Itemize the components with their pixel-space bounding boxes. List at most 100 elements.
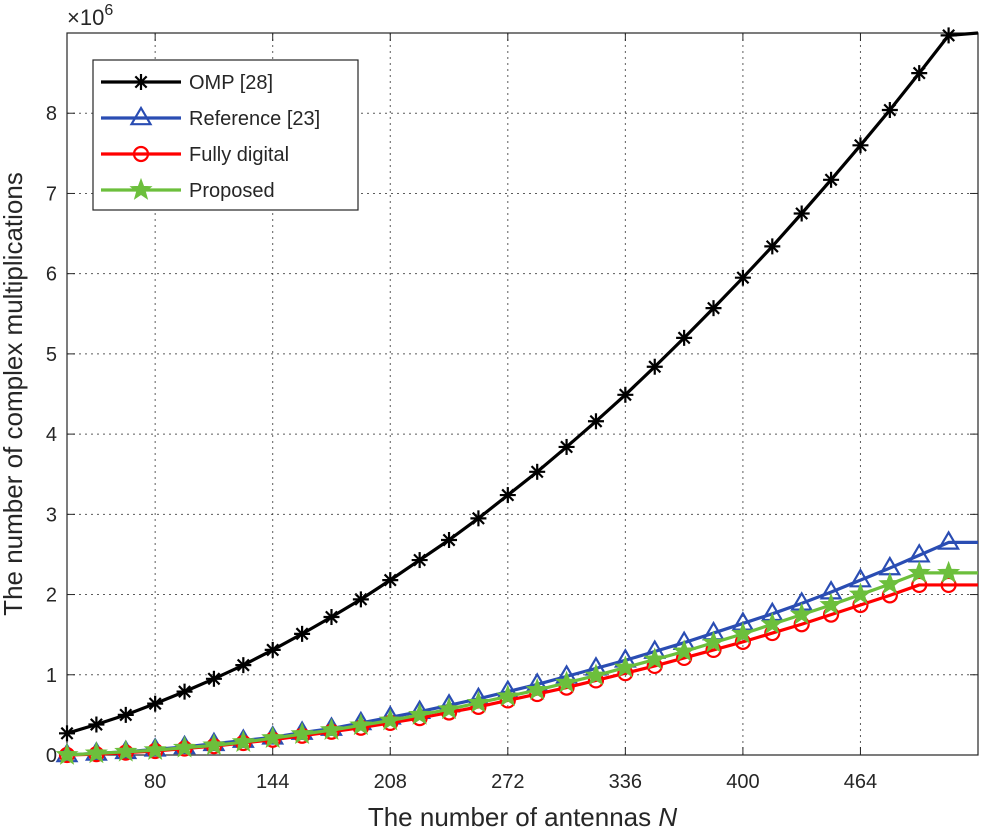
series-line xyxy=(66,571,978,757)
data-point xyxy=(617,386,634,403)
data-point xyxy=(529,463,546,480)
y-exponent-label: ×106 xyxy=(67,2,113,30)
data-point xyxy=(466,690,490,713)
x-axis-title: The number of antennas N xyxy=(368,802,678,832)
data-point xyxy=(290,721,314,744)
y-tick-label: 0 xyxy=(46,745,57,767)
data-point xyxy=(525,677,549,700)
legend-label: Fully digital xyxy=(189,144,289,166)
data-point xyxy=(172,735,197,758)
plot-area xyxy=(66,32,979,756)
data-point xyxy=(705,300,722,317)
series-fully-digital xyxy=(58,576,978,764)
data-point xyxy=(911,65,928,82)
x-tick-label: 144 xyxy=(256,771,289,793)
data-point xyxy=(881,102,898,119)
data-point xyxy=(176,683,193,700)
data-point xyxy=(231,730,255,752)
data-point xyxy=(587,413,604,430)
data-point xyxy=(437,697,461,720)
data-point xyxy=(205,670,222,687)
data-point xyxy=(613,655,637,678)
legend-item: Reference [23] xyxy=(101,105,320,130)
legend-label: OMP [28] xyxy=(189,72,273,94)
series-omp-28 xyxy=(59,27,979,742)
data-point xyxy=(878,571,902,594)
data-point xyxy=(235,657,252,674)
legend-label: Reference [23] xyxy=(189,108,320,130)
data-point xyxy=(672,639,696,662)
series-reference-23 xyxy=(55,530,978,763)
x-tick-label: 272 xyxy=(491,771,524,793)
axis-ticks: 80 144 208 272 336 400 464 0 1 2 3 4 5 6 7 8 xyxy=(46,33,978,793)
data-point xyxy=(84,741,108,764)
data-point xyxy=(940,27,957,44)
data-point xyxy=(202,733,226,756)
data-point xyxy=(382,572,399,589)
data-point xyxy=(55,742,79,765)
data-point xyxy=(823,171,840,188)
x-tick-label: 464 xyxy=(844,771,877,793)
data-point xyxy=(555,670,579,693)
data-point xyxy=(852,137,869,154)
data-point xyxy=(643,647,667,670)
data-point xyxy=(646,358,663,375)
y-tick-label: 6 xyxy=(46,264,57,286)
data-point xyxy=(790,602,814,625)
data-point xyxy=(734,269,751,286)
y-tick-label: 1 xyxy=(46,665,57,687)
legend-marker xyxy=(129,177,153,200)
data-point xyxy=(117,706,134,723)
data-point xyxy=(764,238,781,255)
legend-marker xyxy=(133,74,149,90)
data-point xyxy=(584,663,608,686)
data-point xyxy=(793,205,810,222)
y-tick-label: 5 xyxy=(46,344,57,366)
data-point xyxy=(114,739,138,762)
data-point xyxy=(349,713,373,736)
series-line xyxy=(66,583,978,757)
data-point xyxy=(147,695,164,712)
data-point xyxy=(701,630,726,653)
y-tick-label: 4 xyxy=(46,424,57,446)
data-point xyxy=(378,708,402,731)
legend-label: Proposed xyxy=(189,180,275,202)
legend: OMP [28] Reference [23] Fully digital Propo… xyxy=(92,59,359,211)
data-point xyxy=(499,487,516,504)
data-point xyxy=(470,510,487,527)
x-tick-label: 400 xyxy=(726,771,759,793)
x-tick-label: 336 xyxy=(609,771,642,793)
data-point xyxy=(731,621,755,644)
x-tick-label: 208 xyxy=(374,771,407,793)
data-point xyxy=(264,641,281,658)
data-point xyxy=(819,592,843,615)
data-point xyxy=(323,609,340,626)
data-point xyxy=(352,591,369,608)
legend-item: OMP [28] xyxy=(101,72,273,94)
data-point xyxy=(441,532,458,549)
data-point xyxy=(558,438,575,455)
data-point xyxy=(294,625,311,642)
data-point xyxy=(88,716,105,733)
data-point xyxy=(143,738,167,761)
data-point xyxy=(937,560,961,583)
data-point xyxy=(411,552,428,569)
series-line xyxy=(66,540,978,757)
legend-item: Proposed xyxy=(101,177,275,202)
series-layer xyxy=(55,27,979,765)
y-tick-label: 2 xyxy=(46,585,57,607)
data-point xyxy=(319,717,344,740)
y-tick-label: 3 xyxy=(46,504,57,526)
legend-marker xyxy=(129,105,153,126)
legend-marker xyxy=(132,145,150,163)
data-point xyxy=(261,725,285,748)
data-point xyxy=(760,612,784,635)
data-point xyxy=(848,582,873,605)
x-tick-label: 80 xyxy=(144,771,166,793)
data-point xyxy=(937,530,961,550)
data-point xyxy=(408,702,432,725)
y-tick-label: 7 xyxy=(46,183,57,205)
data-point xyxy=(59,725,75,742)
y-axis-title: The number of complex multiplications xyxy=(0,172,28,616)
